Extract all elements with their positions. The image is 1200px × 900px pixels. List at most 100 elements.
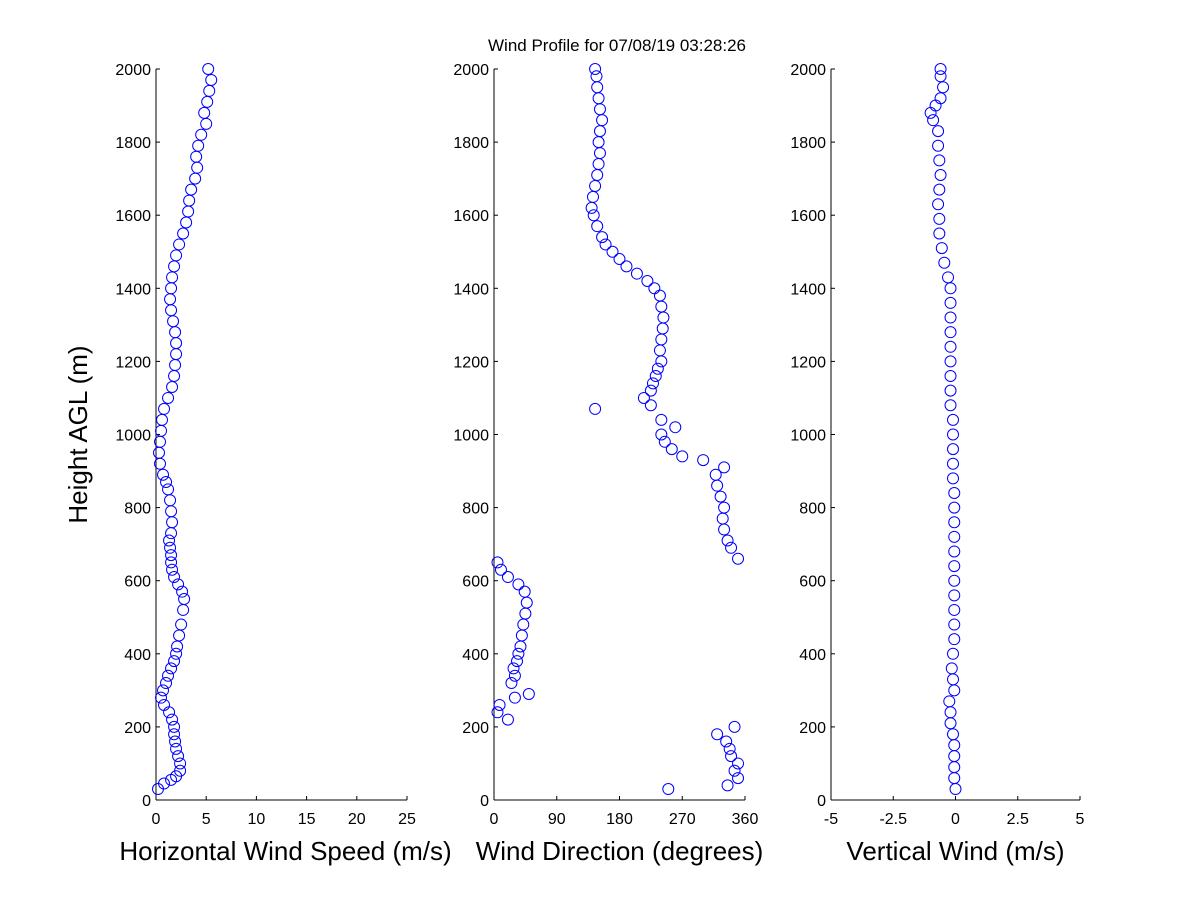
data-point	[165, 549, 178, 562]
data-point	[168, 260, 181, 273]
data-point	[520, 596, 533, 609]
data-point	[170, 742, 183, 755]
data-point	[947, 457, 960, 470]
data-point	[203, 84, 216, 97]
data-point	[932, 198, 945, 211]
data-point	[169, 326, 182, 339]
data-point	[201, 95, 214, 108]
data-point	[512, 647, 525, 660]
panel-2: 0 200 400 600 800 1000 1200 1400 1600 1800 2000 0 90…	[453, 62, 763, 866]
data-point	[511, 655, 524, 668]
data-point	[933, 183, 946, 196]
data-point	[934, 92, 947, 105]
y-tick-label: 2000	[790, 62, 826, 79]
x-tick-label: 270	[669, 811, 696, 828]
data-point	[932, 139, 945, 152]
data-point	[592, 92, 605, 105]
data-point	[174, 764, 187, 777]
data-point	[948, 574, 961, 587]
data-point	[173, 629, 186, 642]
data-point	[944, 370, 957, 383]
data-point	[948, 761, 961, 774]
data-point	[732, 552, 745, 565]
data-point	[711, 728, 724, 741]
data-point	[169, 735, 182, 748]
data-point	[522, 688, 535, 701]
data-point	[948, 530, 961, 543]
data-point	[949, 783, 962, 796]
data-point	[655, 413, 668, 426]
data-point	[591, 220, 604, 233]
data-point	[163, 534, 176, 547]
data-point	[948, 501, 961, 514]
data-point	[937, 81, 950, 94]
y-tick-label: 1800	[453, 135, 489, 152]
data-point	[491, 556, 504, 569]
data-point	[518, 585, 531, 598]
x-tick-label: 0	[490, 811, 499, 828]
data-point	[517, 618, 530, 631]
x-tick-label: 360	[732, 811, 759, 828]
y-tick-label: 1400	[790, 281, 826, 298]
data-point	[947, 413, 960, 426]
data-point	[934, 63, 947, 75]
data-point	[947, 673, 960, 686]
y-axis-label: Height AGL (m)	[63, 345, 93, 523]
data-point	[162, 483, 175, 496]
data-point	[170, 337, 183, 350]
data-point	[942, 271, 955, 284]
x-tick-label: 180	[606, 811, 633, 828]
data-point	[933, 212, 946, 225]
y-tick-label: 400	[124, 647, 151, 664]
data-point	[493, 698, 506, 711]
data-point	[180, 216, 193, 229]
data-point	[205, 73, 218, 86]
data-point	[593, 125, 606, 138]
data-point	[655, 333, 668, 346]
data-point	[620, 260, 633, 273]
data-point	[166, 563, 179, 576]
data-point	[658, 435, 671, 448]
data-point	[585, 201, 598, 214]
data-point	[174, 757, 187, 770]
panel-3: 0 200 400 600 800 1000 1200 1400 1600 1800 2000 -5 -…	[790, 62, 1084, 866]
x-tick-label: 2.5	[1007, 811, 1029, 828]
data-point	[170, 348, 183, 361]
y-tick-label: 400	[462, 647, 489, 664]
data-point	[665, 443, 678, 456]
data-point	[655, 428, 668, 441]
data-point	[714, 490, 727, 503]
y-tick-label: 1800	[115, 135, 151, 152]
data-point	[927, 114, 940, 127]
data-point	[182, 205, 195, 218]
y-tick-label: 600	[462, 574, 489, 591]
data-point	[728, 764, 741, 777]
data-point	[630, 267, 643, 280]
data-point	[157, 684, 170, 697]
data-point	[165, 662, 178, 675]
data-point	[501, 571, 514, 584]
data-point	[589, 179, 602, 192]
data-point	[948, 750, 961, 763]
data-point	[168, 571, 181, 584]
data-point	[166, 713, 179, 726]
data-point	[195, 128, 208, 141]
data-point	[158, 698, 171, 711]
data-point	[711, 479, 724, 492]
x-tick-label: -5	[824, 811, 838, 828]
data-point	[171, 640, 184, 653]
data-point	[591, 81, 604, 94]
data-point	[163, 706, 176, 719]
data-point	[169, 359, 182, 372]
y-tick-label: 1800	[790, 135, 826, 152]
data-point	[944, 384, 957, 397]
data-point	[935, 242, 948, 255]
data-point	[200, 117, 213, 130]
data-point	[593, 103, 606, 116]
data-point	[512, 578, 525, 591]
data-point	[948, 684, 961, 697]
data-point	[189, 172, 202, 185]
y-tick-label: 200	[462, 720, 489, 737]
x-tick-label: 0	[152, 811, 161, 828]
data-point	[725, 541, 738, 554]
